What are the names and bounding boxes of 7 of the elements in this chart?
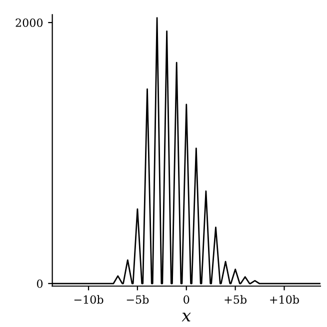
x-tick-label: 0 (184, 295, 190, 304)
y-tick-label: 2000 (16, 18, 43, 27)
x-tick-label: +10b (270, 295, 299, 304)
x-tick-label: −10b (74, 295, 104, 304)
x-tick-label: −5b (126, 295, 149, 304)
x-tick-label: +5b (224, 295, 247, 304)
x-axis-title: x (182, 312, 191, 322)
